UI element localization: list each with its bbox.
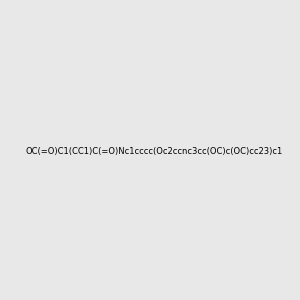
Text: OC(=O)C1(CC1)C(=O)Nc1cccc(Oc2ccnc3cc(OC)c(OC)cc23)c1: OC(=O)C1(CC1)C(=O)Nc1cccc(Oc2ccnc3cc(OC)… bbox=[25, 147, 282, 156]
